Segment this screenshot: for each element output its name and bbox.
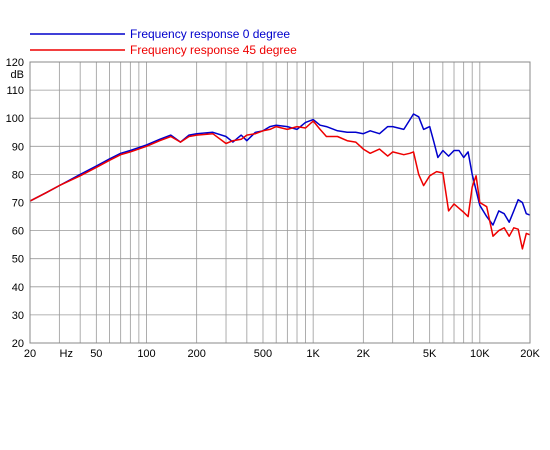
plot-frame	[29, 61, 531, 344]
y-tick-label: 120	[6, 57, 24, 69]
y-tick-label: 80	[12, 169, 24, 181]
y-axis-label: dB	[11, 69, 24, 81]
x-tick-labels: 20 Hz 50 100 200 500 1K 2K 5K 10K 20K	[24, 348, 541, 360]
y-tick-label: 40	[12, 282, 24, 294]
legend-label-0-degree: Frequency response 0 degree	[130, 27, 290, 41]
legend: Frequency response 0 degree Frequency re…	[30, 27, 297, 57]
series-line-1	[29, 120, 531, 250]
y-tick-label: 70	[12, 198, 24, 210]
x-tick-label: 2K	[357, 348, 371, 360]
x-tick-label: 1K	[306, 348, 320, 360]
grid	[29, 61, 531, 344]
y-tick-label: 100	[6, 113, 24, 125]
series-lines	[29, 113, 531, 250]
x-tick-label: 20K	[520, 348, 540, 360]
legend-label-45-degree: Frequency response 45 degree	[130, 43, 297, 57]
x-tick-label: 100	[137, 348, 155, 360]
y-tick-label: 90	[12, 141, 24, 153]
y-tick-label: 110	[6, 85, 24, 97]
y-tick-labels: 20 30 40 50 60 70 80 90 100 110 120	[6, 57, 24, 350]
x-tick-label: 50	[90, 348, 102, 360]
x-tick-label: 5K	[423, 348, 437, 360]
y-tick-label: 30	[12, 310, 24, 322]
y-tick-label: 50	[12, 254, 24, 266]
x-tick-label: 10K	[470, 348, 490, 360]
x-tick-label: 200	[187, 348, 205, 360]
x-tick-label: Hz	[60, 348, 73, 360]
series-line-0	[29, 113, 531, 226]
y-tick-label: 60	[12, 226, 24, 238]
y-tick-label: 20	[12, 338, 24, 350]
x-tick-label: 20	[24, 348, 36, 360]
x-tick-label: 500	[254, 348, 272, 360]
